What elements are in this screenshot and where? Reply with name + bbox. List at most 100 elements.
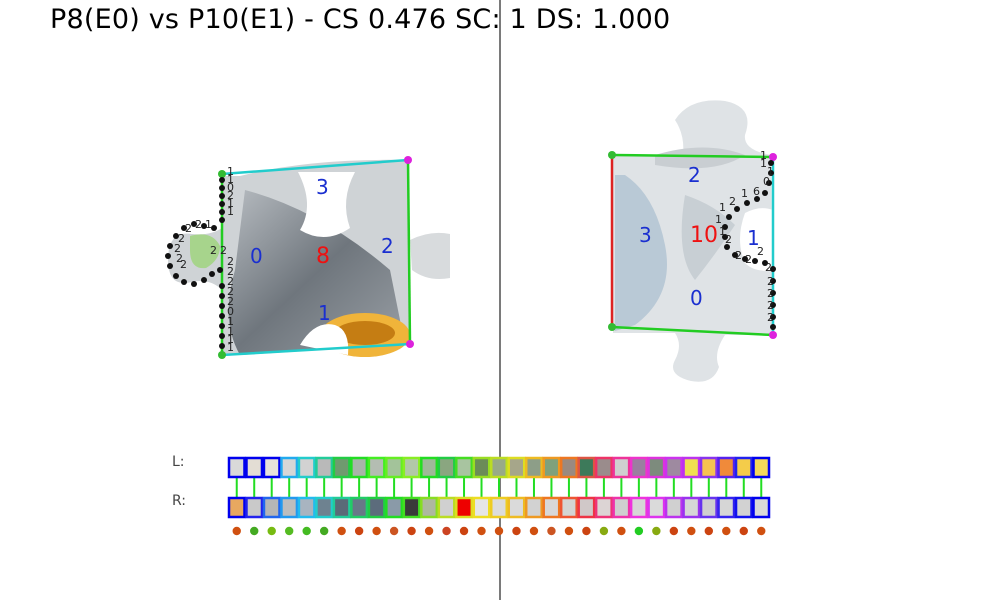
left-point-label: 1 [227, 315, 234, 328]
left-point-label: 2 [210, 244, 217, 257]
left-point-label: 2 [195, 218, 202, 231]
right-strip-cell [542, 496, 561, 519]
right-strip-cell [612, 496, 631, 519]
right-strip-cell [455, 496, 474, 519]
right-point-label: 2 [767, 311, 774, 324]
left-strip-cell [682, 456, 701, 479]
score-dot [337, 526, 346, 536]
score-dot [739, 526, 748, 536]
score-dot [529, 526, 539, 536]
left-point-label: 2 [176, 252, 183, 265]
score-dot [687, 526, 696, 536]
score-dot [494, 526, 504, 536]
right-point-label: 1 [719, 225, 726, 238]
right-strip-label: R: [172, 493, 187, 509]
score-dot [757, 526, 766, 536]
left-strip-cell [647, 456, 666, 479]
score-dot [722, 526, 731, 536]
score-dot [704, 526, 714, 536]
right-strip-cell [594, 496, 613, 519]
score-dot [652, 526, 661, 536]
right-strip-cell [507, 496, 526, 519]
left-strip-cell [385, 456, 404, 479]
right-strip-cell [227, 496, 246, 519]
right-point-label: 2 [765, 261, 772, 274]
right-piece-edge-labels: 0 1 2 3 10 [639, 163, 760, 310]
score-dot [477, 526, 486, 536]
left-point-label: 1 [227, 197, 234, 210]
left-point-label: 2 [227, 255, 234, 268]
left-point-label: 2 [174, 242, 181, 255]
left-point-label: 2 [227, 265, 234, 278]
left-strip-cell [717, 456, 736, 479]
score-dot [389, 526, 399, 536]
right-point-label: 2 [729, 195, 736, 208]
right-strip-cell [629, 496, 648, 519]
left-point-label: 2 [185, 222, 192, 235]
left-point-label: 2 [227, 189, 234, 202]
left-strip-cell [699, 456, 718, 479]
left-point-label: 1 [227, 325, 234, 338]
right-point-label: 1 [767, 165, 774, 178]
right-strip-cell [577, 496, 596, 519]
left-point-label: 1 [227, 333, 234, 346]
right-point-label: 2 [725, 233, 732, 246]
score-dot [407, 526, 416, 536]
left-strip-cell [629, 456, 648, 479]
left-strip-cell [594, 456, 613, 479]
right-strip-cell [332, 496, 351, 519]
right-strip-cell [472, 496, 491, 519]
right-point-label: 2 [735, 249, 742, 262]
right-edge-label-2: 2 [688, 163, 701, 187]
left-point-label: 0 [227, 181, 234, 194]
left-edge-label-1: 1 [318, 301, 331, 325]
left-strip-cell [280, 456, 299, 479]
right-point-label: 0 [763, 175, 770, 188]
right-edge-label-1: 1 [747, 226, 760, 250]
right-piece-image [613, 100, 773, 382]
left-point-label: 1 [227, 165, 234, 178]
left-point-label: 2 [180, 258, 187, 271]
left-strip-cell [664, 456, 683, 479]
score-dot [372, 526, 381, 536]
right-strip-cell [699, 496, 718, 519]
left-point-label: 1 [227, 341, 234, 354]
left-strip-cell [420, 456, 439, 479]
right-point-label: 2 [767, 287, 774, 300]
left-strip-cell [262, 456, 281, 479]
score-dot [564, 526, 574, 536]
right-strip-cell [490, 496, 508, 519]
left-piece-edge-labels: 0 1 2 3 8 [250, 175, 394, 325]
score-dot [232, 526, 241, 536]
left-strip-cell [524, 456, 543, 479]
right-strip-cell [559, 496, 578, 519]
right-point-label: 2 [745, 253, 752, 266]
right-point-label: 2 [767, 275, 774, 288]
left-strip-cell [612, 456, 631, 479]
left-strip-cell [437, 456, 456, 479]
left-strip-cell [472, 456, 491, 479]
left-point-label: 2 [220, 244, 227, 257]
right-strip-cell [367, 496, 386, 519]
left-strip-cell [542, 456, 561, 479]
right-strip-cell [647, 496, 666, 519]
score-dot [319, 526, 329, 536]
right-strip-cell [437, 496, 456, 519]
left-strip-cell [577, 456, 596, 479]
score-dot [442, 526, 451, 536]
right-strip-cell [350, 496, 369, 519]
score-dot [354, 526, 364, 536]
score-dot [459, 526, 469, 536]
score-dot [617, 526, 626, 536]
right-strip-cell [402, 496, 421, 519]
left-point-label: 2 [227, 285, 234, 298]
left-piece-contour-points [165, 177, 225, 349]
score-dot [599, 526, 609, 536]
left-point-label: 1 [205, 218, 212, 231]
left-strip-cell [227, 456, 246, 479]
left-strip-cell [490, 456, 508, 479]
left-point-label: 2 [227, 295, 234, 308]
left-strip-cell [245, 456, 264, 479]
